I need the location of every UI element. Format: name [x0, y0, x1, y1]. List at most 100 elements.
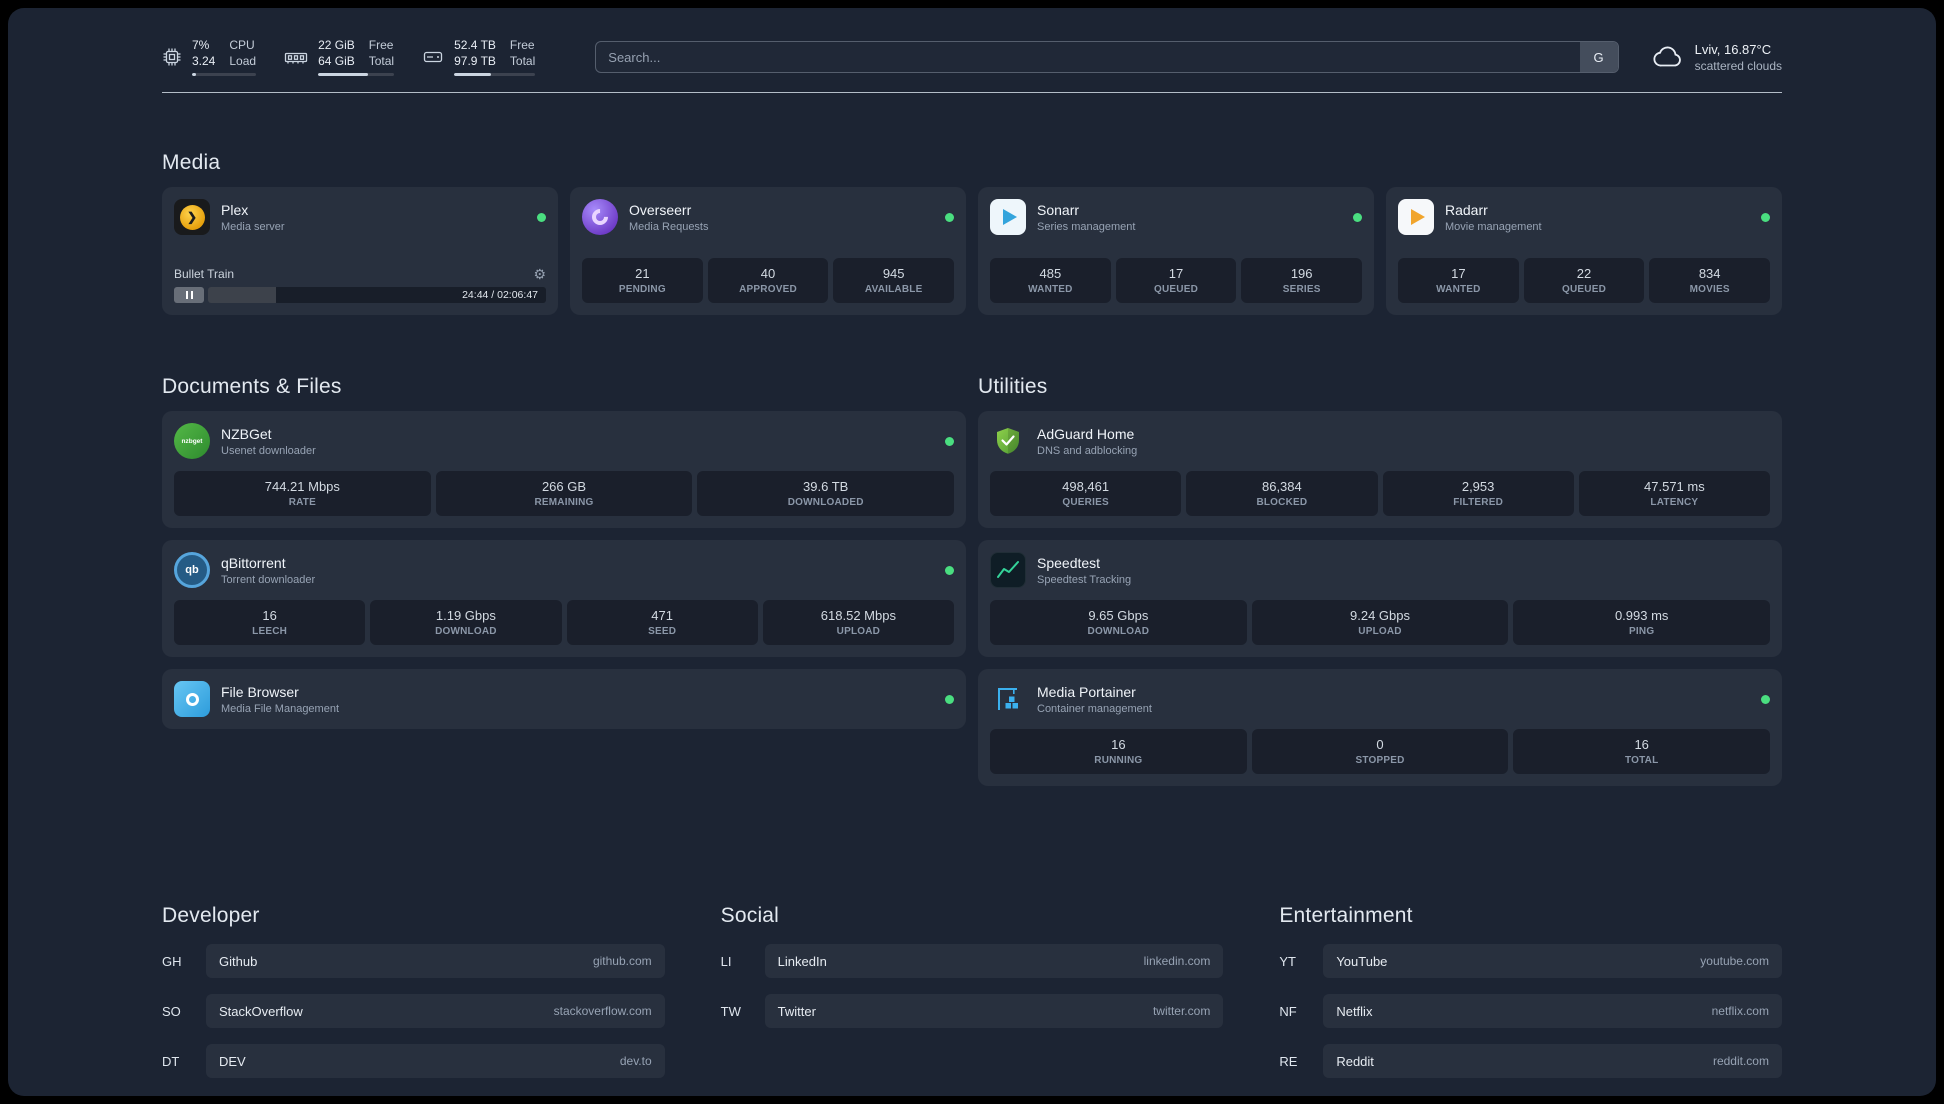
stat-label: WANTED: [1028, 284, 1073, 296]
bookmark-abbr: TW: [720, 1003, 741, 1019]
app-name: qBittorrent: [221, 554, 286, 571]
card-qbittorrent[interactable]: qb qBittorrent Torrent downloader 16 LEE…: [162, 540, 966, 658]
stat-label: TOTAL: [1624, 755, 1659, 767]
bookmark-link[interactable]: StackOverflow stackoverflow.com: [206, 994, 665, 1029]
search-provider-button[interactable]: G: [1579, 42, 1618, 73]
cpu-widget: 7% 3.24 CPU Load: [162, 38, 257, 77]
bookmark-item[interactable]: GH Github github.com: [162, 944, 665, 979]
section-title-media: Media: [162, 151, 221, 175]
card-overseerr[interactable]: Overseerr Media Requests 21 PENDING 40 A…: [570, 187, 966, 316]
stat-tile: 744.21 Mbps RATE: [174, 471, 431, 517]
bookmark-item[interactable]: TW Twitter twitter.com: [720, 994, 1224, 1029]
stat-value: 39.6 TB: [803, 479, 849, 495]
stat-value: 744.21 Mbps: [264, 479, 340, 495]
disk-total-value: 97.9 TB: [454, 53, 496, 68]
stat-label: DOWNLOAD: [435, 626, 497, 638]
stats-row: 21 PENDING 40 APPROVED 945 AVAILABLE: [582, 246, 955, 304]
stat-label: RUNNING: [1094, 755, 1143, 767]
stat-tile: 21 PENDING: [582, 258, 703, 304]
stat-value: 16: [1111, 737, 1126, 753]
stat-tile: 9.24 Gbps UPLOAD: [1251, 600, 1509, 646]
topbar-divider: [162, 92, 1782, 94]
bookmark-link[interactable]: Github github.com: [206, 944, 665, 979]
bookmark-name: YouTube: [1336, 953, 1388, 969]
pause-button[interactable]: [174, 287, 204, 304]
stat-value: 266 GB: [541, 479, 587, 495]
memory-free-value: 22 GiB: [318, 38, 355, 52]
stat-label: RATE: [288, 497, 316, 509]
stat-label: REMAINING: [534, 497, 594, 509]
card-speedtest[interactable]: Speedtest Speedtest Tracking 9.65 Gbps D…: [978, 540, 1782, 658]
bookmark-link[interactable]: YouTube youtube.com: [1323, 944, 1782, 979]
app-name: Sonarr: [1037, 201, 1080, 218]
stat-value: 9.65 Gbps: [1088, 608, 1149, 624]
bookmark-item[interactable]: RE Reddit reddit.com: [1279, 1044, 1782, 1079]
bookmark-link[interactable]: DEV dev.to: [206, 1044, 665, 1079]
gear-icon[interactable]: ⚙: [533, 266, 546, 283]
adguard-icon: [990, 423, 1026, 459]
app-name: File Browser: [221, 683, 299, 700]
playback-progress-bar[interactable]: 24:44 / 02:06:47: [208, 287, 546, 304]
disk-free-label: Free: [509, 38, 535, 52]
stat-value: 834: [1698, 266, 1721, 282]
stat-tile: 498,461 QUERIES: [990, 471, 1182, 517]
card-filebrowser[interactable]: File Browser Media File Management: [162, 669, 966, 730]
card-adguard[interactable]: AdGuard Home DNS and adblocking 498,461 …: [978, 411, 1782, 529]
bookmark-link[interactable]: Netflix netflix.com: [1323, 994, 1782, 1029]
bookmark-item[interactable]: LI LinkedIn linkedin.com: [721, 944, 1224, 979]
bookmark-group-social: Social LI LinkedIn linkedin.com TW Twitt…: [721, 904, 1224, 1078]
bookmark-link[interactable]: LinkedIn linkedin.com: [764, 944, 1224, 979]
playback-time: 24:44 / 02:06:47: [462, 289, 538, 302]
stat-tile: 16 RUNNING: [990, 729, 1247, 775]
stat-value: 618.52 Mbps: [820, 608, 896, 624]
stat-value: 16: [1634, 737, 1649, 753]
bookmark-link[interactable]: Reddit reddit.com: [1323, 1044, 1782, 1079]
now-playing-widget: Bullet Train ⚙ 24:44 / 02:06:47: [174, 257, 546, 304]
bookmark-domain: netflix.com: [1711, 1004, 1769, 1019]
stat-value: 21: [635, 266, 650, 282]
section-title-documents: Documents & Files: [162, 375, 342, 399]
stat-label: QUEUED: [1562, 284, 1606, 296]
stats-row: 485 WANTED 17 QUEUED 196 SERIES: [990, 246, 1363, 304]
stat-label: QUEUED: [1154, 284, 1198, 296]
card-sonarr[interactable]: Sonarr Series management 485 WANTED 17 Q…: [978, 187, 1374, 316]
stat-value: 40: [760, 266, 776, 282]
memory-total-value: 64 GiB: [318, 53, 355, 68]
card-nzbget[interactable]: nzbget NZBGet Usenet downloader 744.21 M…: [162, 411, 966, 529]
card-plex[interactable]: ❯ Plex Media server Bullet Train ⚙: [162, 187, 558, 316]
weather-widget: Lviv, 16.87°C scattered clouds: [1651, 42, 1782, 73]
stat-value: 196: [1290, 266, 1313, 282]
radarr-icon: [1398, 199, 1434, 236]
card-radarr[interactable]: Radarr Movie management 17 WANTED 22 QUE…: [1386, 187, 1782, 316]
stat-tile: 2,953 FILTERED: [1382, 471, 1574, 517]
bookmark-link[interactable]: Twitter twitter.com: [764, 994, 1224, 1029]
stat-tile: 17 QUEUED: [1115, 258, 1237, 304]
stat-tile: 22 QUEUED: [1523, 258, 1645, 304]
bookmark-item[interactable]: YT YouTube youtube.com: [1279, 944, 1782, 979]
app-subtitle: Torrent downloader: [221, 573, 316, 586]
stat-value: 485: [1039, 266, 1062, 282]
bookmark-name: Github: [219, 953, 258, 969]
app-subtitle: Media File Management: [221, 702, 340, 715]
stats-row: 16 RUNNING 0 STOPPED 16 TOTAL: [990, 717, 1771, 775]
app-subtitle: DNS and adblocking: [1037, 444, 1138, 457]
stat-label: SERIES: [1282, 284, 1321, 296]
stat-tile: 16 TOTAL: [1513, 729, 1771, 775]
search-input[interactable]: [596, 42, 1580, 73]
stats-row: 17 WANTED 22 QUEUED 834 MOVIES: [1398, 246, 1771, 304]
stats-row: 16 LEECH 1.19 Gbps DOWNLOAD 471 SEED 618…: [174, 588, 954, 646]
memory-widget: 22 GiB 64 GiB Free Total: [284, 38, 395, 77]
app-subtitle: Container management: [1037, 702, 1152, 715]
bookmark-item[interactable]: DT DEV dev.to: [162, 1044, 665, 1079]
stat-value: 471: [651, 608, 673, 624]
bookmark-abbr: DT: [162, 1053, 180, 1069]
stat-value: 1.19 Gbps: [435, 608, 496, 624]
stat-label: UPLOAD: [836, 626, 881, 638]
nzbget-icon: nzbget: [174, 423, 210, 460]
bookmark-item[interactable]: NF Netflix netflix.com: [1279, 994, 1782, 1029]
bookmark-item[interactable]: SO StackOverflow stackoverflow.com: [162, 994, 665, 1029]
card-portainer[interactable]: Media Portainer Container management 16 …: [978, 669, 1782, 787]
bookmark-domain: youtube.com: [1700, 954, 1769, 969]
stat-value: 22: [1576, 266, 1592, 282]
speedtest-icon: [990, 552, 1026, 589]
